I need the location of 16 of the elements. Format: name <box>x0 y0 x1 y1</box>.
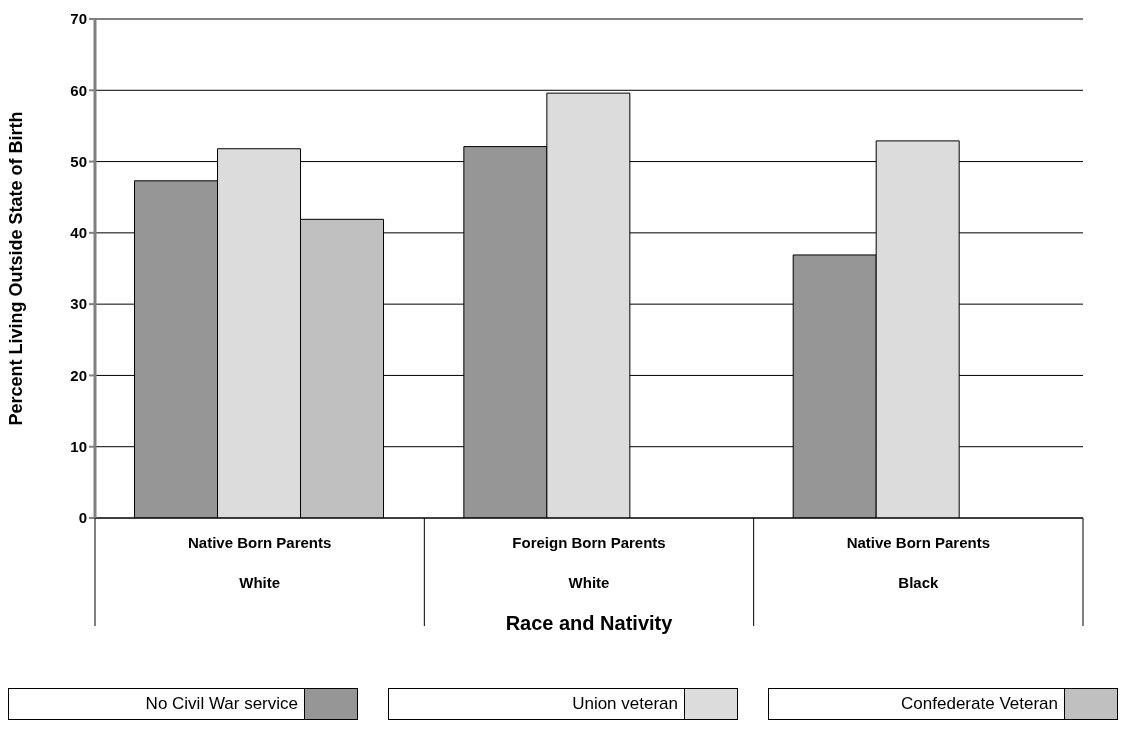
legend-label: Union veteran <box>572 693 678 715</box>
legend-label: Confederate Veteran <box>901 693 1058 715</box>
category-label: Native Born Parents White <box>187 534 332 591</box>
y-tick-label: 70 <box>70 10 87 28</box>
category-label: Foreign Born Parents White <box>512 534 666 591</box>
y-tick-label: 0 <box>78 509 87 527</box>
x-axis-title: Race and Nativity <box>505 612 674 634</box>
y-tick-label: 50 <box>70 152 87 170</box>
category-label: Native Born Parents Black <box>846 534 991 591</box>
y-tick-label: 30 <box>70 295 87 313</box>
legend-label: No Civil War service <box>145 693 298 715</box>
y-axis-title: Percent Living Outside State of Birth <box>6 111 27 426</box>
y-tick-label: 10 <box>70 438 87 456</box>
y-tick-label: 40 <box>70 224 87 242</box>
y-tick-label: 20 <box>70 366 87 384</box>
y-tick-label: 60 <box>70 81 87 99</box>
